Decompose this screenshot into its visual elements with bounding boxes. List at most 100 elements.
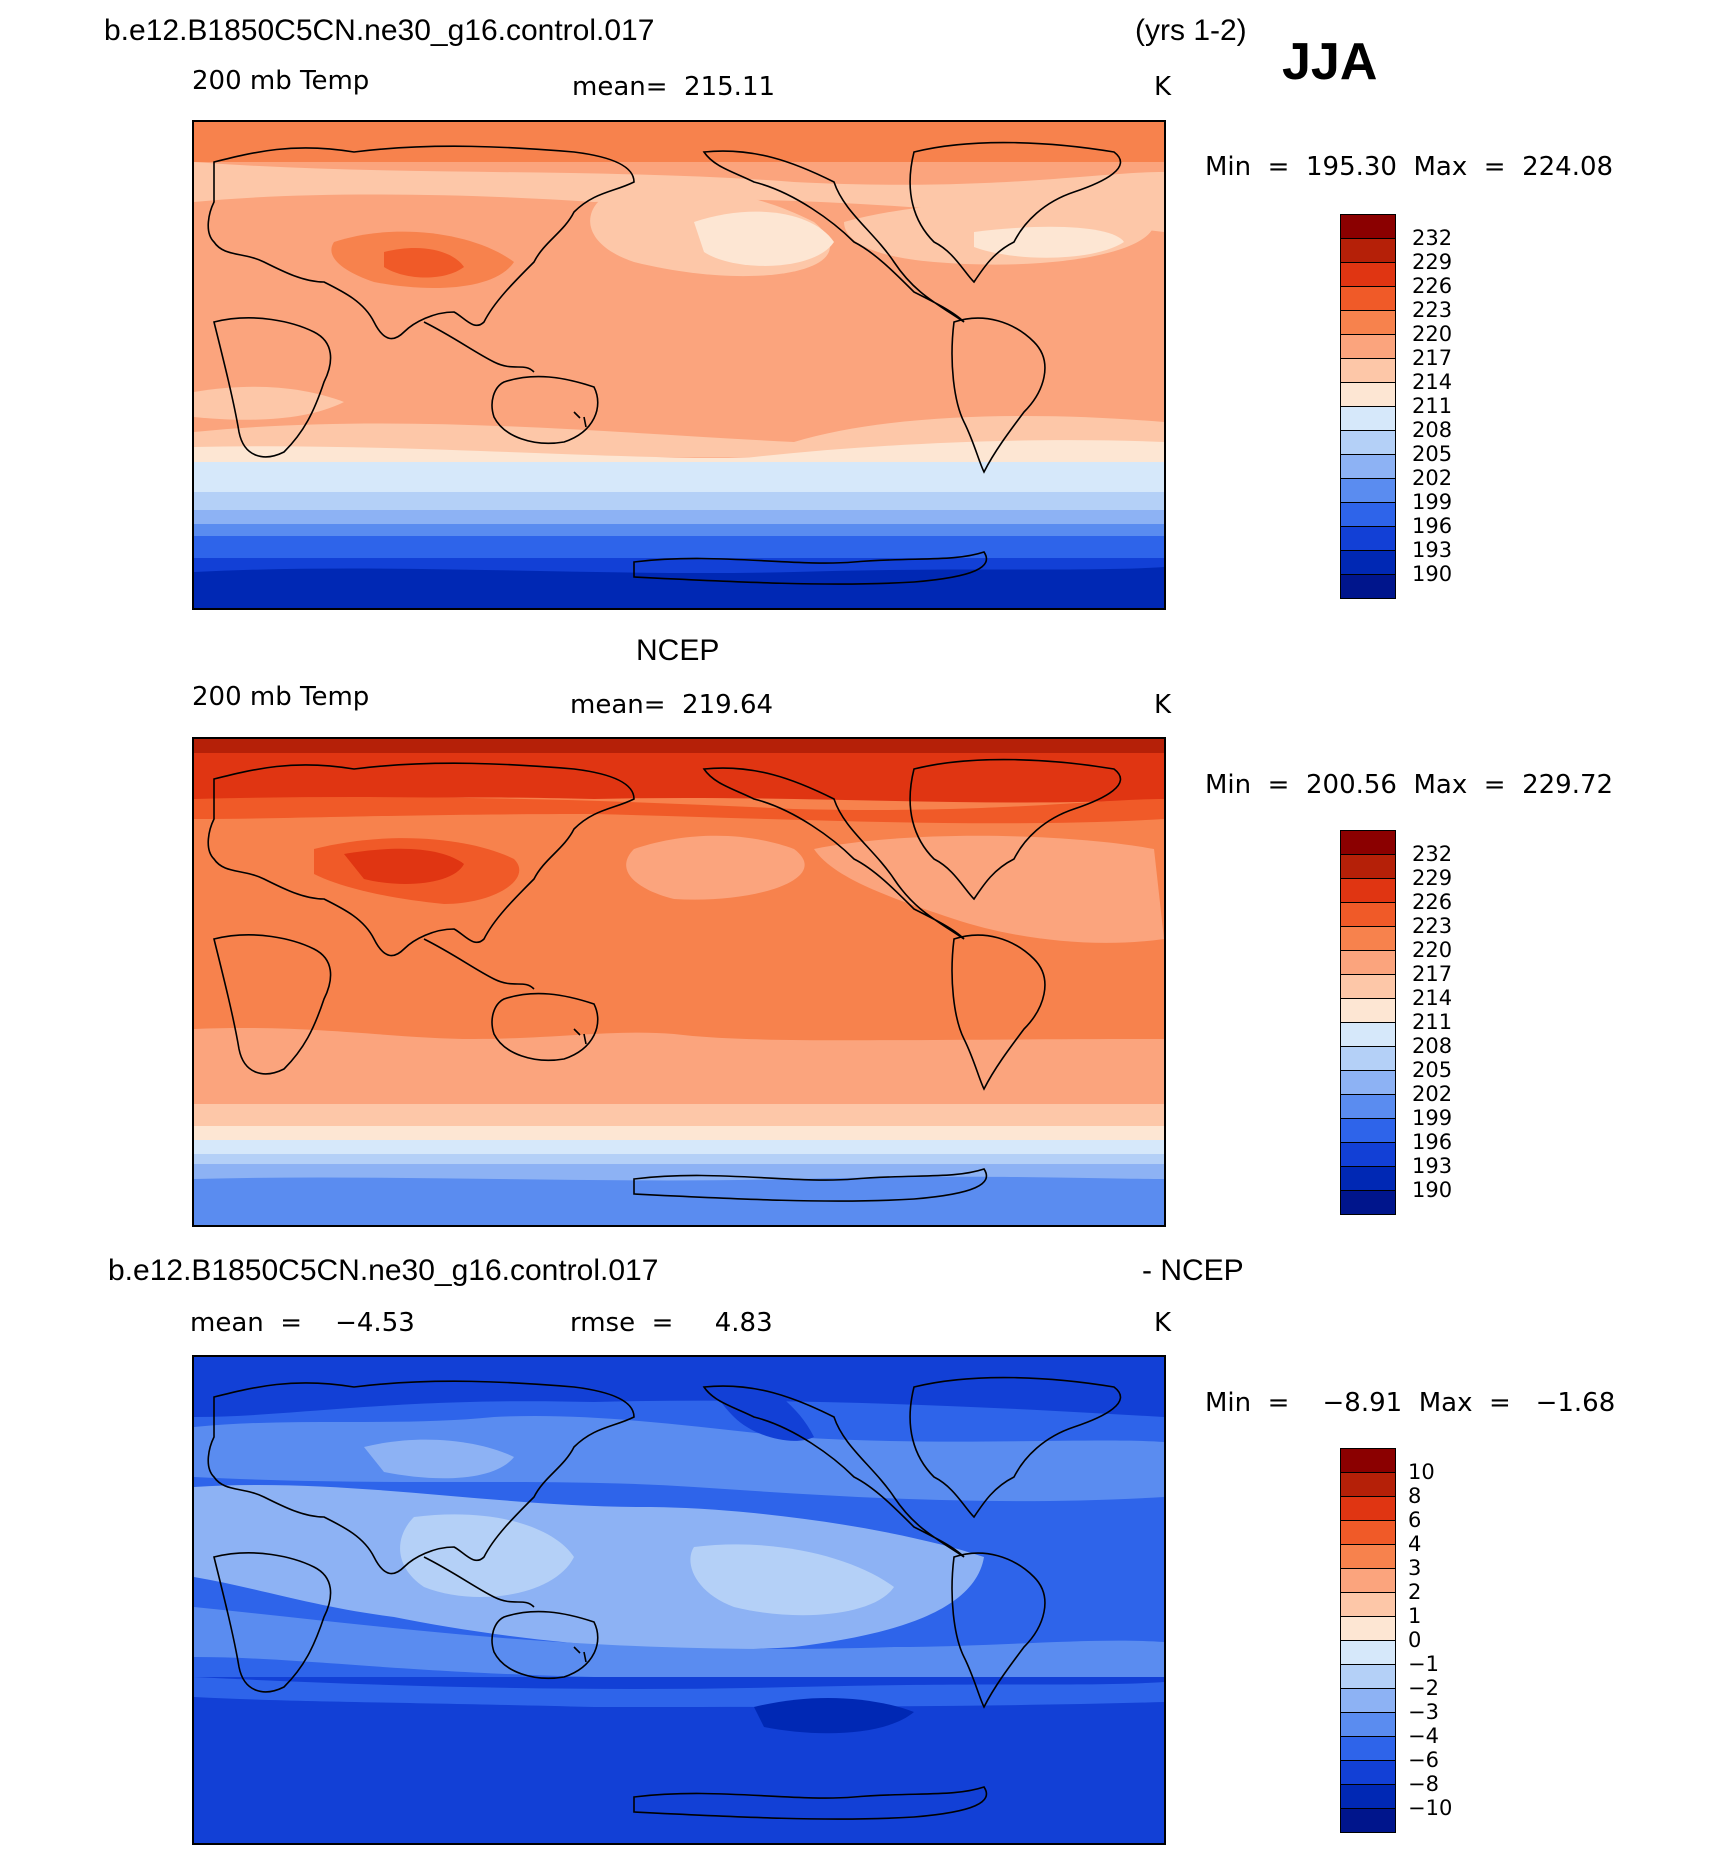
colorbar-swatch	[1340, 527, 1396, 551]
panel1-units: K	[1154, 72, 1172, 102]
colorbar-swatch	[1340, 359, 1396, 383]
panel2-mean: mean= 219.64	[570, 690, 774, 720]
colorbar-label: 214	[1412, 986, 1453, 1010]
colorbar-swatch	[1340, 1737, 1396, 1761]
colorbar-label: 205	[1412, 1058, 1453, 1082]
colorbar-swatch	[1340, 951, 1396, 975]
colorbar-panel1	[1340, 214, 1396, 599]
colorbar-swatch	[1340, 1191, 1396, 1215]
colorbar-label: 223	[1412, 914, 1453, 938]
panel3-units: K	[1154, 1308, 1172, 1338]
colorbar-label: 199	[1412, 1106, 1453, 1130]
colorbar-swatch	[1340, 1119, 1396, 1143]
colorbar-label: 217	[1412, 346, 1453, 370]
colorbar-swatch	[1340, 1689, 1396, 1713]
colorbar-label: 208	[1412, 1034, 1453, 1058]
colorbar-swatch	[1340, 879, 1396, 903]
colorbar-swatch	[1340, 1761, 1396, 1785]
panel3-mean: mean = −4.53	[190, 1308, 415, 1338]
colorbar-swatch	[1340, 214, 1396, 239]
colorbar-label: −10	[1408, 1796, 1453, 1820]
colorbar-label: −8	[1408, 1772, 1439, 1796]
panel2-variable: 200 mb Temp	[192, 682, 370, 712]
colorbar-label: 223	[1412, 298, 1453, 322]
colorbar-label: 2	[1408, 1580, 1422, 1604]
panel2-units: K	[1154, 690, 1172, 720]
panel3-rmse: rmse = 4.83	[570, 1308, 773, 1338]
colorbar-swatch	[1340, 335, 1396, 359]
colorbar-label: 229	[1412, 250, 1453, 274]
panel1-minmax: Min = 195.30 Max = 224.08	[1205, 152, 1614, 182]
colorbar-label: 229	[1412, 866, 1453, 890]
colorbar-label: 211	[1412, 394, 1453, 418]
colorbar-swatch	[1340, 1617, 1396, 1641]
colorbar-label: 190	[1412, 1178, 1453, 1202]
colorbar-label: −6	[1408, 1748, 1439, 1772]
colorbar-swatch	[1340, 239, 1396, 263]
colorbar-swatch	[1340, 1143, 1396, 1167]
colorbar-label: −3	[1408, 1700, 1439, 1724]
colorbar-label: −2	[1408, 1676, 1439, 1700]
colorbar-label: 220	[1412, 938, 1453, 962]
case-title: b.e12.B1850C5CN.ne30_g16.control.017	[104, 14, 655, 47]
colorbar-label: 226	[1412, 274, 1453, 298]
panel2-title: NCEP	[636, 634, 720, 667]
panel3-minmax: Min = −8.91 Max = −1.68	[1205, 1388, 1616, 1418]
panel2-minmax: Min = 200.56 Max = 229.72	[1205, 770, 1614, 800]
panel3-title-left: b.e12.B1850C5CN.ne30_g16.control.017	[108, 1254, 659, 1287]
colorbar-label: 217	[1412, 962, 1453, 986]
colorbar-label: 0	[1408, 1628, 1422, 1652]
colorbar-label: 4	[1408, 1532, 1422, 1556]
colorbar-swatch	[1340, 503, 1396, 527]
colorbar-swatch	[1340, 855, 1396, 879]
panel3-title-right: - NCEP	[1142, 1254, 1244, 1287]
colorbar-swatch	[1340, 263, 1396, 287]
season-label: JJA	[1282, 33, 1378, 91]
colorbar-swatch	[1340, 1785, 1396, 1809]
colorbar-panel3	[1340, 1448, 1396, 1833]
colorbar-swatch	[1340, 479, 1396, 503]
colorbar-label: 199	[1412, 490, 1453, 514]
colorbar-swatch	[1340, 1071, 1396, 1095]
colorbar-label: 232	[1412, 226, 1453, 250]
colorbar-label: 193	[1412, 538, 1453, 562]
colorbar-label: 196	[1412, 1130, 1453, 1154]
years-label: (yrs 1-2)	[1135, 14, 1247, 47]
colorbar-swatch	[1340, 1569, 1396, 1593]
colorbar-swatch	[1340, 1497, 1396, 1521]
colorbar-swatch	[1340, 1047, 1396, 1071]
colorbar-swatch	[1340, 455, 1396, 479]
colorbar-swatch	[1340, 999, 1396, 1023]
colorbar-swatch	[1340, 407, 1396, 431]
colorbar-swatch	[1340, 903, 1396, 927]
colorbar-label: 8	[1408, 1484, 1422, 1508]
colorbar-swatch	[1340, 311, 1396, 335]
colorbar-label: 226	[1412, 890, 1453, 914]
colorbar-label: 211	[1412, 1010, 1453, 1034]
colorbar-label: 3	[1408, 1556, 1422, 1580]
colorbar-swatch	[1340, 830, 1396, 855]
colorbar-swatch	[1340, 1448, 1396, 1473]
colorbar-swatch	[1340, 975, 1396, 999]
panel1-variable: 200 mb Temp	[192, 66, 370, 96]
difference-map	[192, 1355, 1166, 1845]
colorbar-label: 190	[1412, 562, 1453, 586]
model-temp-map	[192, 120, 1166, 610]
colorbar-swatch	[1340, 927, 1396, 951]
colorbar-swatch	[1340, 383, 1396, 407]
colorbar-label: 193	[1412, 1154, 1453, 1178]
colorbar-swatch	[1340, 1665, 1396, 1689]
colorbar-label: 10	[1408, 1460, 1435, 1484]
colorbar-swatch	[1340, 551, 1396, 575]
colorbar-label: 202	[1412, 466, 1453, 490]
colorbar-label: 196	[1412, 514, 1453, 538]
colorbar-swatch	[1340, 1023, 1396, 1047]
colorbar-swatch	[1340, 1473, 1396, 1497]
colorbar-swatch	[1340, 1545, 1396, 1569]
colorbar-swatch	[1340, 431, 1396, 455]
coastlines	[207, 758, 1122, 1202]
colorbar-swatch	[1340, 287, 1396, 311]
colorbar-label: 202	[1412, 1082, 1453, 1106]
colorbar-label: 208	[1412, 418, 1453, 442]
ncep-temp-map	[192, 737, 1166, 1227]
